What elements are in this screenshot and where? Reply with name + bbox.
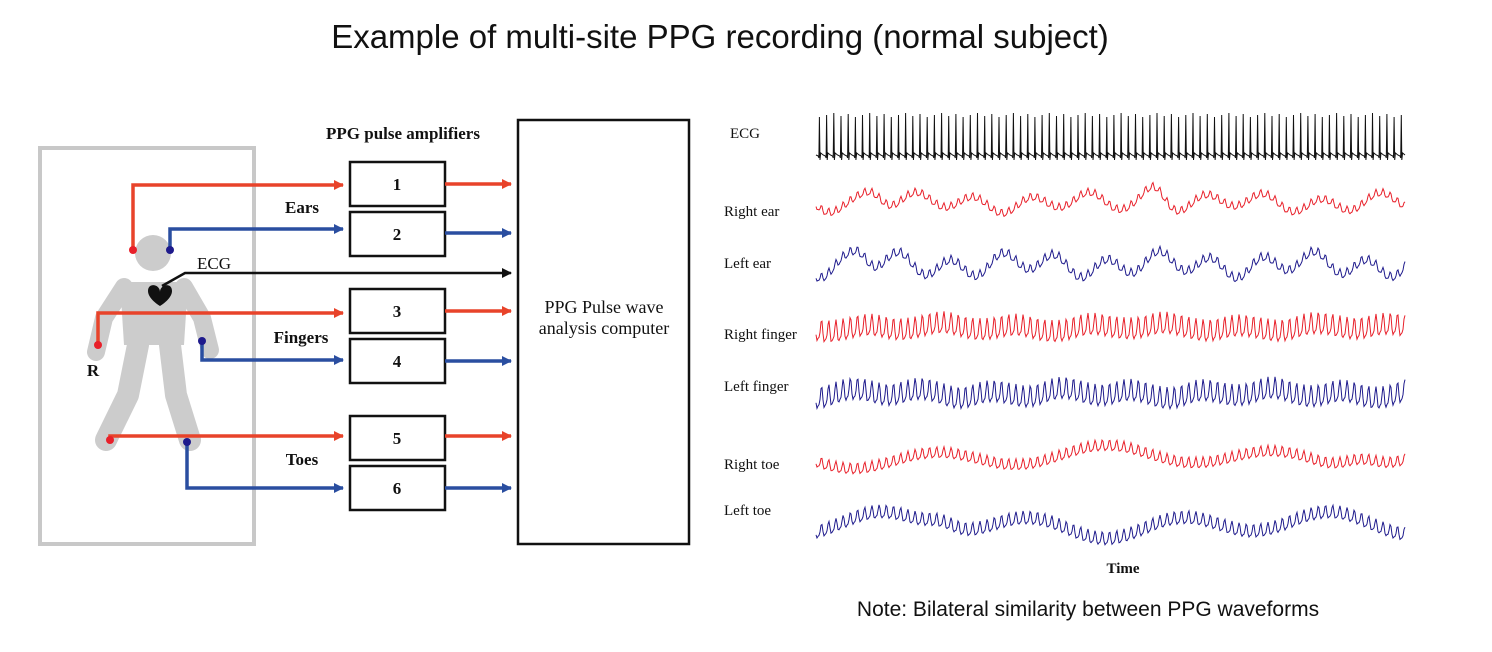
amplifier-2-number: 2	[393, 225, 402, 244]
time-axis-label: Time	[1106, 561, 1139, 577]
sensor-dots	[94, 246, 206, 446]
footnote: Note: Bilateral similarity between PPG w…	[857, 598, 1319, 621]
lead-right-finger	[96, 308, 344, 345]
waveform-trace-right-toe	[815, 438, 1406, 475]
amplifier-4-number: 4	[393, 352, 402, 371]
group-label-ears: Ears	[285, 198, 319, 217]
diagram-title: Example of multi-site PPG recording (nor…	[331, 18, 1109, 55]
amplifier-5: 5	[348, 414, 447, 462]
waveform-label-right-finger: Right finger	[724, 327, 797, 343]
analysis-computer-label-line1: PPG Pulse wave	[544, 297, 663, 317]
waveform-trace-left-finger	[815, 376, 1406, 411]
amplifier-2: 2	[348, 210, 447, 258]
heart-icon	[148, 285, 172, 306]
waveform-label-left-finger: Left finger	[724, 379, 789, 395]
amplifier-3-number: 3	[393, 302, 402, 321]
waveform-trace-right-finger	[815, 311, 1406, 343]
lead-ecg	[161, 268, 512, 288]
waveform-trace-ecg	[815, 112, 1406, 161]
subject-frame	[38, 146, 256, 546]
amplifier-5-number: 5	[393, 429, 402, 448]
group-label-toes: Toes	[286, 450, 319, 469]
amplifier-1-number: 1	[393, 175, 402, 194]
amplifier-6: 6	[348, 464, 447, 512]
waveform-trace-left-toe	[815, 503, 1406, 546]
amplifier-outputs	[445, 179, 512, 493]
lead-left-toe	[185, 442, 344, 493]
lead-left-finger	[200, 341, 344, 365]
amplifiers-label: PPG pulse amplifiers	[326, 124, 480, 143]
analysis-computer-label-line2: analysis computer	[539, 318, 669, 338]
waveform-label-right-toe: Right toe	[724, 457, 780, 473]
waveform-trace-right-ear	[815, 181, 1406, 218]
lead-left-ear	[168, 224, 344, 250]
human-figure-icon	[87, 235, 219, 451]
side-label: R	[87, 361, 100, 380]
lead-right-ear	[131, 180, 344, 250]
waveform-label-right-ear: Right ear	[724, 204, 779, 220]
waveform-label-left-ear: Left ear	[724, 256, 771, 272]
lead-right-toe	[108, 431, 344, 441]
amplifier-1: 1	[348, 160, 447, 208]
waveform-trace-left-ear	[815, 244, 1406, 283]
amplifier-4: 4	[348, 337, 447, 385]
amplifier-6-number: 6	[393, 479, 402, 498]
waveform-label-left-toe: Left toe	[724, 503, 771, 519]
amplifier-3: 3	[348, 287, 447, 335]
waveform-label-ecg: ECG	[730, 126, 760, 142]
group-label-fingers: Fingers	[274, 328, 329, 347]
analysis-computer-box	[516, 118, 691, 546]
ecg-lead-label: ECG	[197, 254, 231, 273]
